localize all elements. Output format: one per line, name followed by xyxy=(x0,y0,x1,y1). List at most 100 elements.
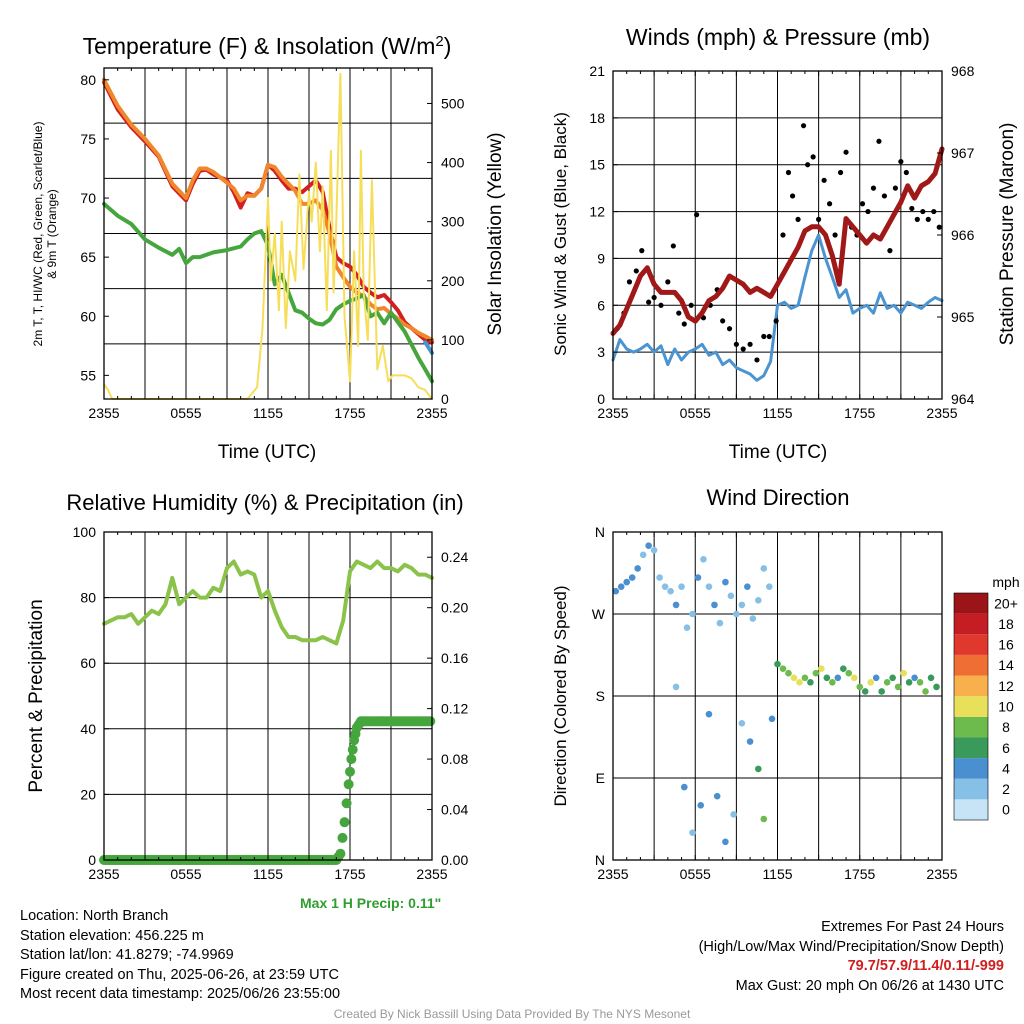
gust-point xyxy=(646,299,652,305)
direction-point xyxy=(840,665,847,672)
dir-ylabel: Direction (Colored By Speed) xyxy=(551,585,570,806)
gust-point xyxy=(780,232,786,238)
wind-chart-title: Winds (mph) & Pressure (mb) xyxy=(626,24,930,50)
direction-point xyxy=(911,674,918,682)
gust-point xyxy=(681,321,687,327)
direction-point xyxy=(672,601,680,609)
gust-point xyxy=(816,216,822,222)
direction-point xyxy=(617,583,625,590)
gust-point xyxy=(859,201,866,207)
colorbar-label: 18 xyxy=(998,616,1014,632)
gust-point xyxy=(766,333,772,340)
direction-point xyxy=(905,679,913,686)
colorbar-cell xyxy=(954,696,988,717)
temp-ytick-label: 70 xyxy=(80,190,96,206)
wind-ytick-label: 3 xyxy=(597,344,605,360)
rh-xtick-label: 2355 xyxy=(88,866,119,882)
direction-point xyxy=(785,669,792,677)
gust-point xyxy=(870,185,877,191)
direction-point xyxy=(661,583,669,590)
wind-xtick-label: 1755 xyxy=(844,405,875,421)
gust-point xyxy=(810,154,816,160)
precip-point xyxy=(346,754,357,765)
temp-series-line-4 xyxy=(103,72,433,400)
direction-point xyxy=(790,674,798,682)
wind-ytick-label: 15 xyxy=(589,157,605,173)
direction-point xyxy=(746,738,754,745)
direction-point xyxy=(889,674,896,682)
direction-point xyxy=(916,679,924,686)
gust-point xyxy=(720,318,726,324)
wind-xtick-label: 0555 xyxy=(680,405,711,421)
colorbar-label: 12 xyxy=(998,678,1014,694)
direction-point xyxy=(667,587,674,595)
wind-ytick-label: 0 xyxy=(597,391,605,407)
direction-point xyxy=(774,660,781,668)
gust-point xyxy=(626,279,633,285)
gust-point xyxy=(665,279,671,285)
rh-y2tick-label: 0.04 xyxy=(441,802,468,818)
direction-point xyxy=(656,574,663,581)
temp-ytick-label: 80 xyxy=(80,72,96,88)
recent-timestamp: Most recent data timestamp: 2025/06/26 2… xyxy=(20,986,341,1002)
direction-point xyxy=(711,601,718,609)
temp-ylabel-line2: & 9m T (Orange) xyxy=(45,189,59,279)
direction-point xyxy=(650,546,658,554)
colorbar-cell xyxy=(954,716,988,738)
direction-point xyxy=(927,674,935,682)
temp-y2tick-label: 500 xyxy=(441,95,465,111)
colorbar-cell xyxy=(954,799,988,820)
direction-point xyxy=(878,688,885,695)
dir-series-group xyxy=(612,542,940,846)
dir-xtick-label: 1155 xyxy=(762,866,792,882)
direction-point xyxy=(845,669,853,677)
extremes-info: Extremes For Past 24 Hours (High/Low/Max… xyxy=(699,918,1004,996)
wind-y2tick-label: 965 xyxy=(951,309,975,325)
direction-point xyxy=(807,679,814,686)
colorbar: mph 0 2 4 6 8 10 12 14 16 18 20+ xyxy=(953,574,1020,821)
dir-ytick-label: N xyxy=(595,852,605,868)
wind-xlabel: Time (UTC) xyxy=(729,442,828,463)
rh-y2tick-label: 0.12 xyxy=(441,701,468,717)
temp-y2label: Solar Insolation (Yellow) xyxy=(485,132,506,335)
colorbar-label: 4 xyxy=(1002,760,1010,776)
gust-point xyxy=(726,326,733,332)
rh-ytick-label: 40 xyxy=(80,721,96,737)
direction-point xyxy=(694,574,702,581)
gust-point xyxy=(761,333,767,340)
rh-series-line-0 xyxy=(102,559,434,646)
direction-point xyxy=(812,669,820,677)
gust-point xyxy=(785,169,792,176)
extremes-values: 79.7/57.9/11.4/0.11/-999 xyxy=(847,958,1004,974)
max-precip-note: Max 1 H Precip: 0.11" xyxy=(300,895,442,911)
dir-xtick-label: 2355 xyxy=(926,866,957,882)
precip-point xyxy=(345,766,355,777)
direction-point xyxy=(716,619,724,627)
direction-point xyxy=(722,578,729,586)
direction-point xyxy=(829,679,836,686)
credit-line: Created By Nick Bassill Using Data Provi… xyxy=(333,1007,691,1021)
gust-point xyxy=(903,169,909,176)
direction-point xyxy=(672,683,680,691)
direction-point xyxy=(760,815,768,823)
rh-y2tick-label: 0.08 xyxy=(441,751,468,767)
direction-point xyxy=(823,674,831,682)
gust-point xyxy=(876,138,882,144)
colorbar-label: 10 xyxy=(998,699,1014,715)
colorbar-cell xyxy=(954,737,988,759)
temp-ytick-label: 55 xyxy=(80,367,96,383)
direction-point xyxy=(744,583,751,590)
precip-point xyxy=(425,716,436,727)
wind-ytick-label: 12 xyxy=(589,204,605,220)
colorbar-label: 0 xyxy=(1002,802,1010,818)
colorbar-title: mph xyxy=(992,574,1019,590)
station-latlon: Station lat/lon: 41.8279; -74.9969 xyxy=(20,947,234,963)
direction-point xyxy=(861,688,869,695)
dir-xtick-label: 2355 xyxy=(597,866,628,882)
gust-point xyxy=(881,193,888,199)
gust-point xyxy=(694,212,700,218)
direction-point xyxy=(727,592,735,600)
station-elevation: Station elevation: 456.225 m xyxy=(20,927,204,944)
direction-point xyxy=(749,615,757,622)
gust-point xyxy=(670,243,676,249)
